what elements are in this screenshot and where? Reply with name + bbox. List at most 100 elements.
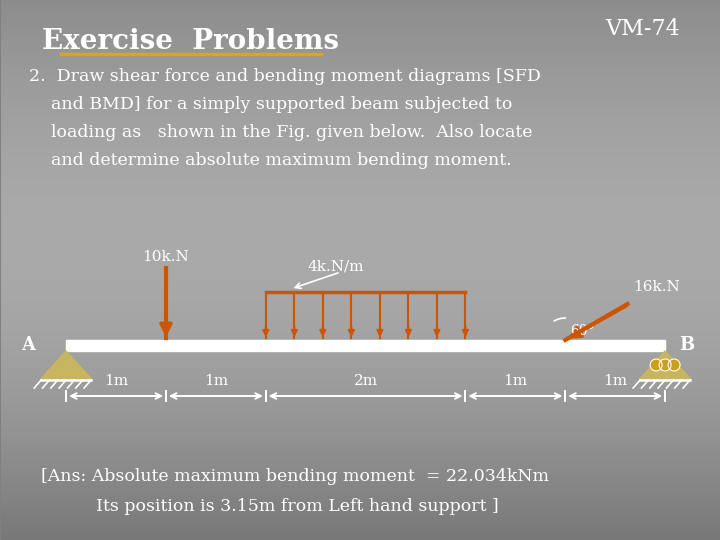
Bar — [1, 492, 720, 493]
Bar — [1, 180, 720, 181]
Bar — [1, 402, 720, 403]
Bar — [1, 340, 720, 341]
Bar — [1, 74, 720, 75]
Bar — [1, 120, 720, 121]
Bar — [1, 350, 720, 351]
Bar — [1, 78, 720, 79]
Bar — [1, 38, 720, 39]
Bar — [1, 368, 720, 369]
Bar — [1, 400, 720, 401]
Bar — [1, 506, 720, 507]
Bar — [1, 114, 720, 115]
Bar — [1, 319, 720, 320]
Bar — [1, 289, 720, 290]
Bar — [1, 437, 720, 438]
Bar — [1, 498, 720, 499]
Bar — [1, 5, 720, 6]
Bar — [1, 460, 720, 461]
Bar — [1, 286, 720, 287]
Bar — [1, 44, 720, 45]
Bar — [1, 36, 720, 37]
Bar — [1, 504, 720, 505]
Bar — [1, 153, 720, 154]
Polygon shape — [40, 351, 92, 380]
Bar — [1, 191, 720, 192]
Bar — [1, 529, 720, 530]
Bar — [1, 480, 720, 481]
Bar — [1, 310, 720, 311]
Bar — [1, 519, 720, 520]
Bar — [1, 413, 720, 414]
Bar — [1, 363, 720, 364]
Bar — [1, 248, 720, 249]
Bar — [1, 290, 720, 291]
Bar — [1, 142, 720, 143]
Bar — [1, 249, 720, 250]
Bar — [1, 148, 720, 149]
Bar — [1, 337, 720, 338]
Bar — [1, 170, 720, 171]
Bar — [1, 77, 720, 78]
Bar — [1, 24, 720, 25]
Bar — [1, 474, 720, 475]
Bar — [1, 446, 720, 447]
Bar — [1, 405, 720, 406]
Bar — [1, 270, 720, 271]
Bar — [1, 434, 720, 435]
Bar — [1, 110, 720, 111]
Bar — [1, 285, 720, 286]
Bar — [1, 309, 720, 310]
Bar — [1, 30, 720, 31]
Bar — [1, 240, 720, 241]
Text: VM-74: VM-74 — [606, 18, 680, 40]
Bar — [1, 121, 720, 122]
Bar — [1, 482, 720, 483]
Bar — [1, 181, 720, 182]
Bar — [1, 130, 720, 131]
Bar — [1, 383, 720, 384]
Bar — [1, 220, 720, 221]
Bar — [1, 76, 720, 77]
Bar — [1, 18, 720, 19]
Bar — [1, 8, 720, 9]
Bar — [1, 175, 720, 176]
Bar — [1, 365, 720, 366]
Bar — [1, 522, 720, 523]
Bar — [1, 176, 720, 177]
Bar — [1, 15, 720, 16]
Bar — [1, 420, 720, 421]
Bar — [1, 105, 720, 106]
Bar — [1, 82, 720, 83]
Bar — [1, 531, 720, 532]
Bar — [1, 136, 720, 137]
Bar — [1, 143, 720, 144]
Bar — [1, 264, 720, 265]
Bar — [1, 445, 720, 446]
Bar — [1, 313, 720, 314]
Bar — [1, 307, 720, 308]
Bar — [1, 85, 720, 86]
Bar — [1, 518, 720, 519]
Bar — [1, 155, 720, 156]
Bar — [1, 118, 720, 119]
Bar — [1, 478, 720, 479]
Bar — [1, 302, 720, 303]
Bar — [1, 473, 720, 474]
Bar — [1, 198, 720, 199]
Text: 60°: 60° — [570, 324, 595, 338]
Bar — [1, 200, 720, 201]
Bar — [1, 303, 720, 304]
Bar — [1, 494, 720, 495]
Bar — [1, 276, 720, 277]
Bar — [1, 219, 720, 220]
Bar — [1, 167, 720, 168]
Bar — [1, 538, 720, 539]
Bar — [1, 12, 720, 13]
Bar — [1, 476, 720, 477]
Bar — [1, 269, 720, 270]
Bar — [1, 163, 720, 164]
Bar — [1, 278, 720, 279]
Text: loading as   shown in the Fig. given below.  Also locate: loading as shown in the Fig. given below… — [30, 124, 533, 141]
Bar — [1, 115, 720, 116]
Bar — [1, 245, 720, 246]
